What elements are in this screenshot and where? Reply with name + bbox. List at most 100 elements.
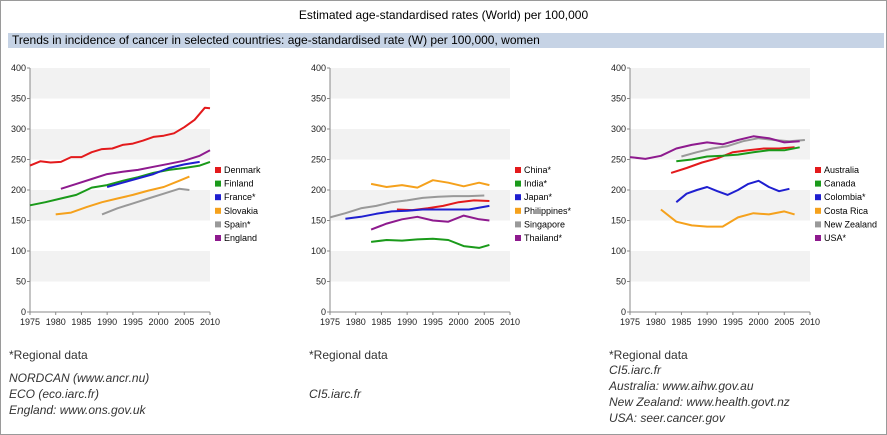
y-tick-label: 0 xyxy=(321,307,326,317)
y-tick-label: 400 xyxy=(11,63,26,73)
y-tick-label: 250 xyxy=(11,155,26,165)
subtitle-bar: Trends in incidence of cancer in selecte… xyxy=(8,33,884,48)
source-line: New Zealand: www.health.govt.nz xyxy=(609,395,790,409)
y-tick-label: 150 xyxy=(11,216,26,226)
x-tick-label: 1995 xyxy=(723,317,743,327)
y-tick-label: 100 xyxy=(11,246,26,256)
source-line: USA: seer.cancer.gov xyxy=(609,411,725,425)
sources-panel-3: CI5.iarc.fr Australia: www.aihw.gov.au N… xyxy=(609,362,790,426)
y-tick-label: 100 xyxy=(611,246,626,256)
legend-swatch xyxy=(215,221,221,228)
x-tick-label: 1975 xyxy=(620,317,640,327)
x-tick-label: 2005 xyxy=(774,317,794,327)
chart-panel-americas-oceania: 0 50 100 150 200 250 300 350 400 1975 1980 1985 1990… xyxy=(611,63,877,327)
legend-label: Philippines* xyxy=(524,206,572,216)
y-tick-label: 300 xyxy=(11,124,26,134)
x-tick-label: 1995 xyxy=(423,317,443,327)
legend-label: Costa Rica xyxy=(824,206,868,216)
legend-label: France* xyxy=(224,192,256,202)
series-line-australia xyxy=(670,146,795,174)
legend-swatch xyxy=(815,180,821,187)
legend-label: Denmark xyxy=(224,165,261,175)
grid-band xyxy=(630,251,810,282)
y-tick-label: 50 xyxy=(16,277,26,287)
legend-swatch xyxy=(515,194,521,201)
y-tick-label: 400 xyxy=(311,63,326,73)
x-tick-label: 2010 xyxy=(800,317,820,327)
legend-swatch xyxy=(815,167,821,173)
x-tick-label: 2005 xyxy=(474,317,494,327)
grid-band xyxy=(30,68,210,99)
legend-swatch xyxy=(515,221,521,228)
series-line-colombia xyxy=(675,179,790,203)
source-line: CI5.iarc.fr xyxy=(609,363,662,377)
y-tick-label: 50 xyxy=(616,277,626,287)
y-tick-label: 100 xyxy=(311,246,326,256)
legend-label: Spain* xyxy=(224,219,251,229)
x-tick-label: 2010 xyxy=(500,317,520,327)
grid-band xyxy=(30,190,210,221)
legend-swatch xyxy=(215,235,221,241)
source-line: Australia: www.aihw.gov.au xyxy=(609,379,754,393)
source-line: ECO (eco.iarc.fr) xyxy=(9,387,100,401)
x-tick-label: 2005 xyxy=(174,317,194,327)
y-tick-label: 350 xyxy=(311,94,326,104)
main-title: Estimated age-standardised rates (World)… xyxy=(298,8,589,22)
y-tick-label: 200 xyxy=(611,185,626,195)
x-tick-label: 2010 xyxy=(200,317,220,327)
grid-band xyxy=(630,68,810,99)
legend-swatch xyxy=(215,167,221,173)
series-line-thailand xyxy=(370,214,490,231)
legend-swatch xyxy=(515,167,521,173)
y-tick-label: 250 xyxy=(611,155,626,165)
chart-panel-asia: 0 50 100 150 200 250 300 350 400 1975 1980 1985 1990… xyxy=(311,63,572,327)
y-tick-label: 50 xyxy=(316,277,326,287)
series-line-england xyxy=(60,149,211,190)
legend-swatch xyxy=(215,180,221,187)
grid-band xyxy=(30,251,210,282)
legend-label: Singapore xyxy=(524,219,565,229)
series-line-singapore xyxy=(329,194,485,219)
regional-note-1: *Regional data xyxy=(9,348,88,362)
series-line-spain xyxy=(101,187,190,216)
legend-swatch xyxy=(515,235,521,241)
chart-panel-nordic-europe: 0 50 100 150 200 250 300 350 400 1975 1980 1985 1990… xyxy=(11,63,261,327)
legend-swatch xyxy=(215,194,221,201)
legend-swatch xyxy=(815,235,821,241)
x-tick-label: 1990 xyxy=(97,317,117,327)
x-tick-label: 1985 xyxy=(371,317,391,327)
source-line: England: www.ons.gov.uk xyxy=(9,403,146,417)
legend-label: Slovakia xyxy=(224,206,258,216)
legend-swatch xyxy=(215,207,221,214)
legend-swatch xyxy=(815,221,821,228)
x-tick-label: 1980 xyxy=(646,317,666,327)
y-tick-label: 350 xyxy=(11,94,26,104)
y-tick-label: 350 xyxy=(611,94,626,104)
x-tick-label: 1995 xyxy=(123,317,143,327)
legend-label: New Zealand xyxy=(824,219,877,229)
x-tick-label: 1990 xyxy=(397,317,417,327)
legend-label: China* xyxy=(524,165,552,175)
legend-label: Australia xyxy=(824,165,859,175)
grid-band xyxy=(630,190,810,221)
regional-note-2: *Regional data xyxy=(309,348,388,362)
grid-band xyxy=(330,68,510,99)
sources-panel-1: NORDCAN (www.ancr.nu) ECO (eco.iarc.fr) … xyxy=(9,370,149,418)
grid-band xyxy=(30,129,210,160)
y-tick-label: 300 xyxy=(611,124,626,134)
series-line-slovakia xyxy=(55,175,190,216)
legend-swatch xyxy=(515,180,521,187)
series-line-denmark xyxy=(29,106,211,167)
legend-label: Thailand* xyxy=(524,233,563,243)
regional-note-3: *Regional data xyxy=(609,348,688,362)
series-line-france xyxy=(106,160,200,188)
legend-label: Colombia* xyxy=(824,192,866,202)
legend-swatch xyxy=(815,207,821,214)
x-tick-label: 1975 xyxy=(320,317,340,327)
series-line-finland xyxy=(29,160,211,207)
series-line-costa-rica xyxy=(660,208,795,228)
x-tick-label: 2000 xyxy=(149,317,169,327)
legend-swatch xyxy=(515,207,521,214)
x-tick-label: 1985 xyxy=(71,317,91,327)
y-tick-label: 0 xyxy=(21,307,26,317)
